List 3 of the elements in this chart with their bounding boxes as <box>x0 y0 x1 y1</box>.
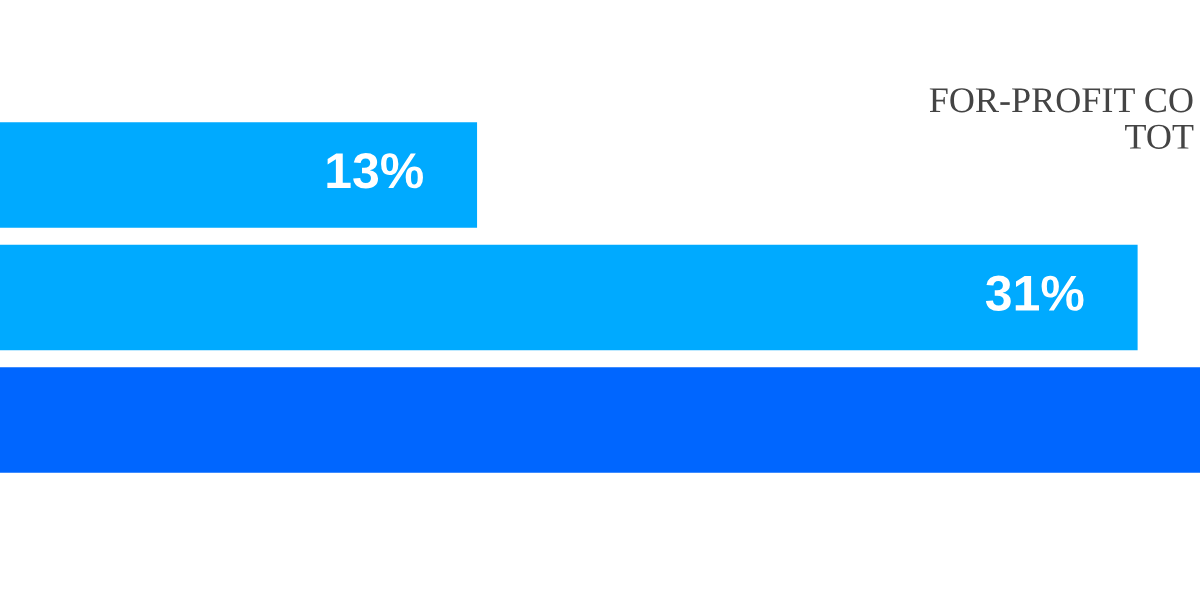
data-label: 31% <box>985 275 1084 311</box>
data-label: 13% <box>327 153 423 189</box>
chart-title: FOR-PROFIT CO TOT <box>929 88 1194 149</box>
